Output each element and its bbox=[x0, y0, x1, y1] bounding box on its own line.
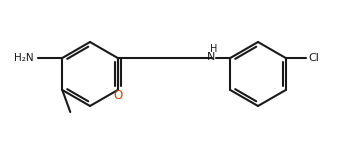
Text: H₂N: H₂N bbox=[14, 53, 33, 63]
Text: H: H bbox=[210, 44, 217, 54]
Text: O: O bbox=[113, 89, 122, 102]
Text: N: N bbox=[207, 52, 216, 62]
Text: Cl: Cl bbox=[309, 53, 319, 63]
